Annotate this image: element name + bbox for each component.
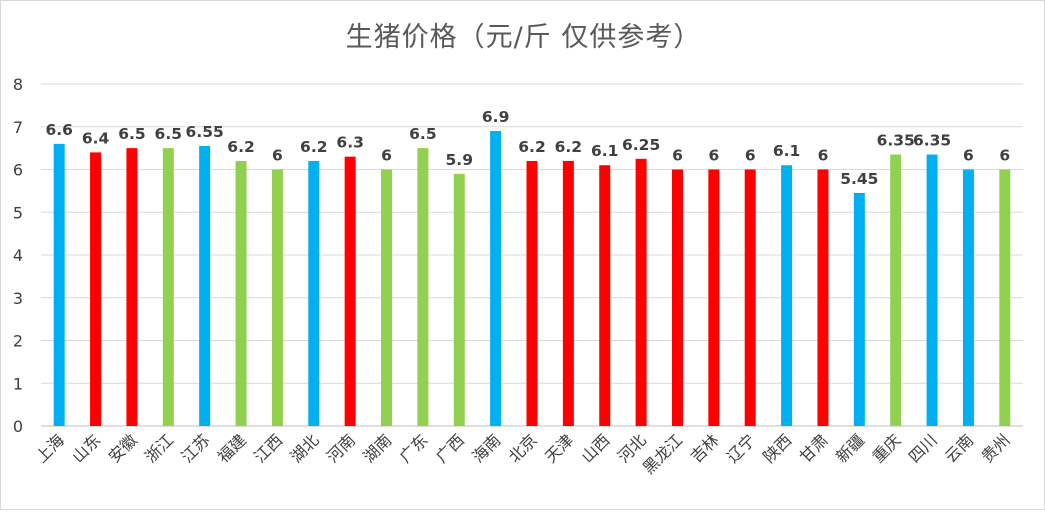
bar — [126, 148, 138, 426]
data-label: 6.9 — [482, 108, 509, 126]
y-axis-ticks: 0 1 2 3 4 5 6 7 8 — [13, 75, 23, 436]
category-label: 广东 — [396, 430, 432, 466]
data-label: 6 — [999, 147, 1010, 165]
y-tick-label: 1 — [13, 374, 23, 393]
bar — [271, 169, 283, 426]
bar — [671, 169, 683, 426]
bar — [53, 143, 65, 426]
bar — [381, 169, 393, 426]
data-label: 6 — [708, 147, 719, 165]
bar — [453, 173, 465, 426]
y-tick-label: 0 — [13, 417, 23, 436]
category-label: 甘肃 — [796, 430, 832, 466]
data-label: 6.6 — [45, 121, 72, 139]
category-label: 陕西 — [759, 430, 795, 466]
data-label: 6.2 — [227, 138, 254, 156]
bar — [344, 156, 356, 427]
data-label: 6.2 — [555, 138, 582, 156]
bar — [417, 148, 429, 426]
data-label: 6.3 — [336, 134, 363, 152]
category-label: 上海 — [32, 430, 68, 466]
category-label: 安徽 — [105, 430, 141, 466]
bar — [490, 131, 502, 426]
y-tick-label: 2 — [13, 332, 23, 351]
y-tick-label: 7 — [13, 118, 23, 137]
y-tick-label: 6 — [13, 161, 23, 180]
bar — [890, 154, 902, 426]
data-label: 6.35 — [913, 132, 951, 150]
data-label: 6 — [745, 147, 756, 165]
data-label: 5.45 — [840, 170, 878, 188]
category-label: 云南 — [941, 430, 977, 466]
category-label: 江西 — [250, 430, 286, 466]
bar — [635, 158, 647, 426]
category-label: 湖南 — [359, 430, 395, 466]
bar — [708, 169, 720, 426]
bar — [744, 169, 756, 426]
bar — [199, 145, 211, 427]
data-label: 6.4 — [82, 129, 110, 147]
data-label: 6.5 — [409, 125, 436, 143]
data-label: 6.55 — [186, 123, 224, 141]
bar — [235, 160, 247, 426]
category-label: 广西 — [432, 430, 468, 466]
y-tick-label: 8 — [13, 75, 23, 94]
category-label: 天津 — [541, 430, 577, 466]
category-label: 河南 — [323, 430, 359, 466]
data-label: 6 — [818, 147, 829, 165]
data-label: 5.9 — [446, 151, 473, 169]
category-label: 福建 — [214, 430, 250, 466]
data-label: 6 — [672, 147, 683, 165]
data-label: 6.5 — [155, 125, 182, 143]
bar — [999, 169, 1011, 426]
data-labels: 6.6 6.4 6.5 6.5 6.556.2 6 6.2 6.366.55.96.96.2 6… — [45, 108, 1010, 188]
bar — [853, 193, 865, 426]
category-label: 黑龙江 — [639, 430, 686, 477]
category-label: 浙江 — [141, 430, 177, 466]
category-label: 吉林 — [687, 430, 723, 466]
bar — [308, 160, 320, 426]
chart-title: 生猪价格（元/斤 仅供参考） — [345, 22, 702, 53]
data-label: 6.35 — [877, 132, 915, 150]
x-axis-labels: 上海 山东 安徽 浙江 江苏 福建 江西 湖北 河南 湖南 广东 广西 海南 北京 天津 山西 河北黑龙江 吉林辽… — [32, 430, 1014, 477]
y-tick-label: 5 — [13, 203, 23, 222]
bars — [53, 131, 1011, 427]
data-label: 6 — [963, 147, 974, 165]
bar — [817, 169, 829, 426]
category-label: 新疆 — [832, 430, 868, 466]
data-label: 6.2 — [300, 138, 327, 156]
bar — [781, 165, 793, 426]
bar — [962, 169, 974, 426]
data-label: 6 — [381, 147, 392, 165]
category-label: 辽宁 — [723, 430, 759, 466]
category-label: 江苏 — [177, 430, 213, 466]
category-label: 北京 — [505, 430, 541, 466]
data-label: 6.1 — [591, 142, 618, 160]
category-label: 贵州 — [978, 430, 1014, 466]
bar — [599, 165, 611, 426]
bar — [90, 152, 102, 426]
category-label: 海南 — [468, 430, 504, 466]
y-tick-label: 4 — [13, 246, 23, 265]
y-tick-label: 3 — [13, 289, 23, 308]
category-label: 重庆 — [868, 430, 904, 466]
bar — [926, 154, 938, 426]
category-label: 湖北 — [287, 430, 323, 466]
category-label: 山东 — [68, 430, 104, 466]
data-label: 6.25 — [622, 136, 660, 154]
data-label: 6.5 — [118, 125, 145, 143]
category-label: 山西 — [577, 430, 613, 466]
data-label: 6.1 — [773, 142, 800, 160]
bar — [562, 160, 574, 426]
data-label: 6 — [272, 147, 283, 165]
bar — [162, 148, 174, 426]
bar — [526, 160, 538, 426]
category-label: 四川 — [905, 430, 941, 466]
data-label: 6.2 — [518, 138, 545, 156]
